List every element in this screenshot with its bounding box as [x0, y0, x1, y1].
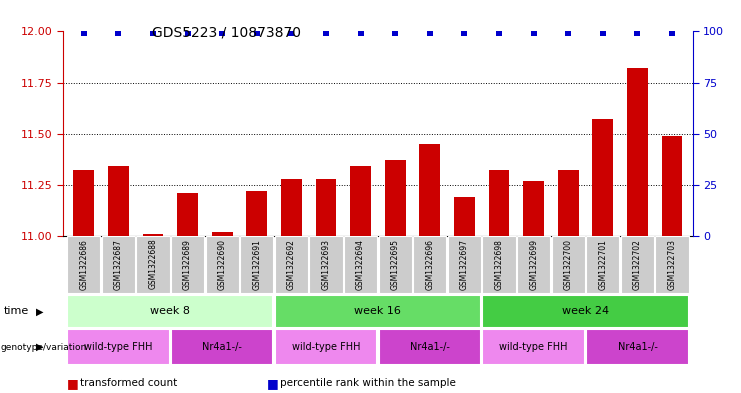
Text: ■: ■ — [267, 376, 279, 390]
Bar — [482, 295, 688, 328]
Bar — [142, 234, 163, 236]
Text: wild-type FHH: wild-type FHH — [84, 342, 153, 352]
Bar — [656, 236, 688, 293]
Text: GSM1322689: GSM1322689 — [183, 239, 192, 290]
Point — [113, 30, 124, 37]
Text: wild-type FHH: wild-type FHH — [499, 342, 568, 352]
Bar — [586, 329, 688, 365]
Bar — [136, 236, 170, 293]
Text: GSM1322688: GSM1322688 — [148, 239, 158, 289]
Point — [528, 30, 539, 37]
Point — [182, 30, 193, 37]
Text: GSM1322694: GSM1322694 — [356, 239, 365, 290]
Bar — [523, 181, 544, 236]
Point — [631, 30, 643, 37]
Bar — [310, 236, 342, 293]
Bar — [454, 197, 475, 236]
Text: week 16: week 16 — [354, 307, 402, 316]
Bar — [413, 236, 446, 293]
Bar — [171, 329, 273, 365]
Point — [216, 30, 228, 37]
Bar — [593, 119, 614, 236]
Text: GSM1322700: GSM1322700 — [564, 239, 573, 290]
Point — [251, 30, 263, 37]
Point — [355, 30, 367, 37]
Bar — [275, 329, 377, 365]
Text: GSM1322690: GSM1322690 — [218, 239, 227, 290]
Bar — [662, 136, 682, 236]
Point — [389, 30, 401, 37]
Bar — [586, 236, 619, 293]
Text: percentile rank within the sample: percentile rank within the sample — [280, 378, 456, 388]
Text: GSM1322686: GSM1322686 — [79, 239, 88, 290]
Text: GSM1322696: GSM1322696 — [425, 239, 434, 290]
Bar — [240, 236, 273, 293]
Bar — [344, 236, 377, 293]
Point — [285, 30, 297, 37]
Bar — [212, 232, 233, 236]
Text: Nr4a1-/-: Nr4a1-/- — [410, 342, 450, 352]
Bar — [177, 193, 198, 236]
Bar — [275, 236, 308, 293]
Bar — [247, 191, 268, 236]
Text: transformed count: transformed count — [80, 378, 177, 388]
Text: week 24: week 24 — [562, 307, 609, 316]
Text: GDS5223 / 10873870: GDS5223 / 10873870 — [152, 26, 301, 40]
Bar — [379, 329, 481, 365]
Text: Nr4a1-/-: Nr4a1-/- — [202, 342, 242, 352]
Bar — [517, 236, 551, 293]
Point — [147, 30, 159, 37]
Bar — [482, 329, 585, 365]
Bar — [316, 178, 336, 236]
Point — [78, 30, 90, 37]
Text: GSM1322703: GSM1322703 — [668, 239, 677, 290]
Text: time: time — [4, 307, 29, 316]
Bar — [482, 236, 516, 293]
Text: GSM1322691: GSM1322691 — [252, 239, 262, 290]
Bar — [419, 144, 440, 236]
Bar — [67, 329, 170, 365]
Bar — [171, 236, 205, 293]
Bar — [205, 236, 239, 293]
Text: ▶: ▶ — [36, 307, 43, 316]
Point — [459, 30, 471, 37]
Text: genotype/variation: genotype/variation — [1, 343, 87, 351]
Bar — [108, 166, 129, 236]
Text: ▶: ▶ — [36, 342, 43, 352]
Bar — [448, 236, 481, 293]
Point — [424, 30, 436, 37]
Bar — [621, 236, 654, 293]
Bar — [379, 236, 412, 293]
Text: GSM1322698: GSM1322698 — [494, 239, 504, 290]
Text: week 8: week 8 — [150, 307, 190, 316]
Bar — [350, 166, 371, 236]
Text: GSM1322702: GSM1322702 — [633, 239, 642, 290]
Bar — [67, 295, 273, 328]
Text: GSM1322692: GSM1322692 — [287, 239, 296, 290]
Text: GSM1322687: GSM1322687 — [114, 239, 123, 290]
Point — [493, 30, 505, 37]
Bar — [627, 68, 648, 236]
Bar — [488, 171, 509, 236]
Bar — [67, 236, 100, 293]
Text: Nr4a1-/-: Nr4a1-/- — [617, 342, 657, 352]
Point — [597, 30, 609, 37]
Text: GSM1322701: GSM1322701 — [598, 239, 608, 290]
Bar — [73, 171, 94, 236]
Text: ■: ■ — [67, 376, 79, 390]
Point — [666, 30, 678, 37]
Point — [320, 30, 332, 37]
Text: GSM1322699: GSM1322699 — [529, 239, 538, 290]
Bar — [551, 236, 585, 293]
Bar — [385, 160, 405, 236]
Text: GSM1322695: GSM1322695 — [391, 239, 399, 290]
Point — [562, 30, 574, 37]
Text: GSM1322697: GSM1322697 — [460, 239, 469, 290]
Text: wild-type FHH: wild-type FHH — [292, 342, 360, 352]
Bar — [275, 295, 481, 328]
Bar — [281, 178, 302, 236]
Text: GSM1322693: GSM1322693 — [322, 239, 330, 290]
Bar — [102, 236, 135, 293]
Bar — [558, 171, 579, 236]
